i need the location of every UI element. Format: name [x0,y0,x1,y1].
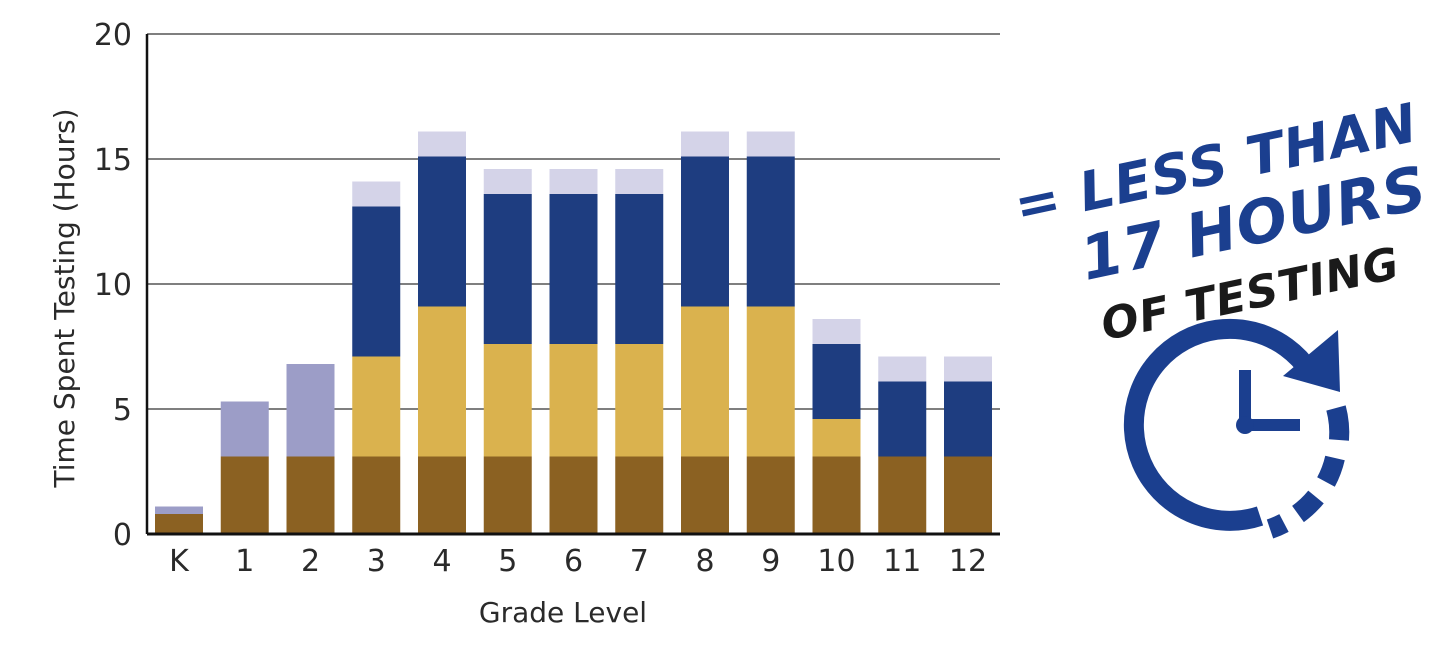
bar-segment-7-4 [615,169,664,194]
bar-segment-K-3 [155,506,203,514]
bar-segment-2-0 [286,456,335,534]
bar-segment-5-1 [483,344,532,457]
callout: = LESS THAN 17 HOURS OF TESTING [1009,91,1433,351]
bar-segment-12-2 [944,381,992,457]
bar-segment-10-4 [812,319,861,344]
bar-segment-8-1 [681,306,729,457]
x-tick-label: 4 [432,544,451,579]
x-tick-label: 1 [235,544,254,579]
bar-segment-11-4 [878,356,927,382]
bar-segment-2-3 [286,364,335,457]
bar-segment-6-2 [549,194,598,344]
bar-segment-10-1 [812,419,861,457]
bar-segment-6-1 [549,344,598,457]
x-tick-label: K [169,544,190,579]
bar-segment-7-2 [615,194,664,344]
bar-segment-3-1 [352,356,401,457]
bar-segment-9-0 [746,456,795,534]
bar-segment-12-0 [944,456,992,534]
bar-segment-7-1 [615,344,664,457]
bar-segment-6-4 [549,169,598,194]
bar-segment-9-4 [746,131,795,157]
bar-segment-4-4 [418,131,466,157]
bar-segment-8-2 [681,156,729,307]
axes [145,34,1000,536]
bar-segment-5-2 [483,194,532,344]
y-tick-label: 10 [94,268,132,303]
bar-segment-10-0 [812,456,861,534]
bar-segment-8-4 [681,131,729,157]
y-tick-label: 20 [94,18,132,53]
y-tick-label: 15 [94,143,132,178]
x-tick-label: 5 [498,544,517,579]
bar-segment-4-0 [418,456,466,534]
bar-segment-11-0 [878,456,927,534]
bar-segment-3-2 [352,206,401,357]
x-tick-label: 7 [630,544,649,579]
bar-segment-10-2 [812,344,861,419]
x-axis-title: Grade Level [479,596,647,629]
y-tick-labels: 0 5 10 15 20 [94,18,132,553]
bar-segment-8-0 [681,456,729,534]
bar-segment-12-4 [944,356,992,382]
bar-segment-9-2 [746,156,795,307]
bar-segment-3-4 [352,181,401,207]
x-tick-label: 6 [564,544,583,579]
x-tick-label: 9 [761,544,780,579]
bar-segment-1-3 [220,401,269,457]
bar-segment-4-2 [418,156,466,307]
x-tick-label: 2 [301,544,320,579]
bar-segment-7-0 [615,456,664,534]
y-axis-title: Time Spent Testing (Hours) [48,108,81,488]
bar-segment-1-0 [220,456,269,534]
y-tick-label: 5 [113,393,132,428]
bar-segment-4-1 [418,306,466,457]
bar-segment-6-0 [549,456,598,534]
bar-segment-11-2 [878,381,927,457]
x-tick-labels: K 1 2 3 4 5 6 7 8 9 10 11 12 [169,544,987,579]
bar-segment-K-0 [155,514,203,534]
bar-segment-3-0 [352,456,401,534]
y-tick-label: 0 [113,518,132,553]
x-tick-label: 8 [695,544,714,579]
x-tick-label: 10 [817,544,855,579]
x-tick-label: 12 [949,544,987,579]
bars [155,131,992,534]
bar-segment-5-4 [483,169,532,194]
x-tick-label: 11 [883,544,921,579]
timer-clock-icon [1123,318,1350,539]
bar-segment-9-1 [746,306,795,457]
bar-segment-5-0 [483,456,532,534]
x-tick-label: 3 [367,544,386,579]
